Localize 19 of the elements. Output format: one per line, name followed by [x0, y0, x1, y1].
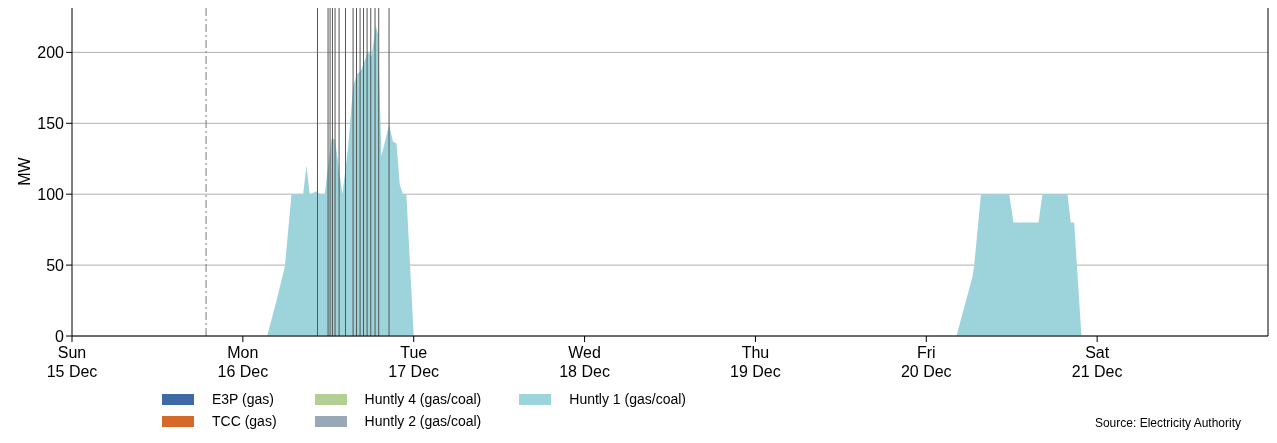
x-tick-label: Fri 20 Dec	[900, 344, 952, 380]
y-tick-label: 150	[37, 114, 65, 132]
legend-label: TCC (gas)	[212, 413, 277, 429]
x-tick-label: Tue 17 Dec	[388, 344, 440, 380]
x-tick-label: Sun 15 Dec	[46, 344, 98, 380]
source-note: Source: Electricity Authority	[1094, 416, 1241, 430]
legend-label: Huntly 4 (gas/coal)	[364, 391, 482, 407]
y-tick-label: 0	[55, 327, 65, 345]
legend-label: Huntly 2 (gas/coal)	[364, 413, 482, 429]
legend-label: E3P (gas)	[212, 391, 274, 407]
legend-label: Huntly 1 (gas/coal)	[569, 391, 686, 407]
x-tick-label: Mon 16 Dec	[217, 344, 269, 380]
y-tick-label: 100	[37, 185, 65, 203]
y-tick-label: 200	[37, 44, 65, 62]
x-tick-label: Sat 21 Dec	[1071, 344, 1123, 380]
x-tick-label: Thu 19 Dec	[730, 344, 781, 380]
y-tick-label: 50	[46, 256, 65, 274]
y-axis-title: MW	[15, 156, 33, 186]
x-tick-label: Wed 18 Dec	[559, 344, 610, 380]
